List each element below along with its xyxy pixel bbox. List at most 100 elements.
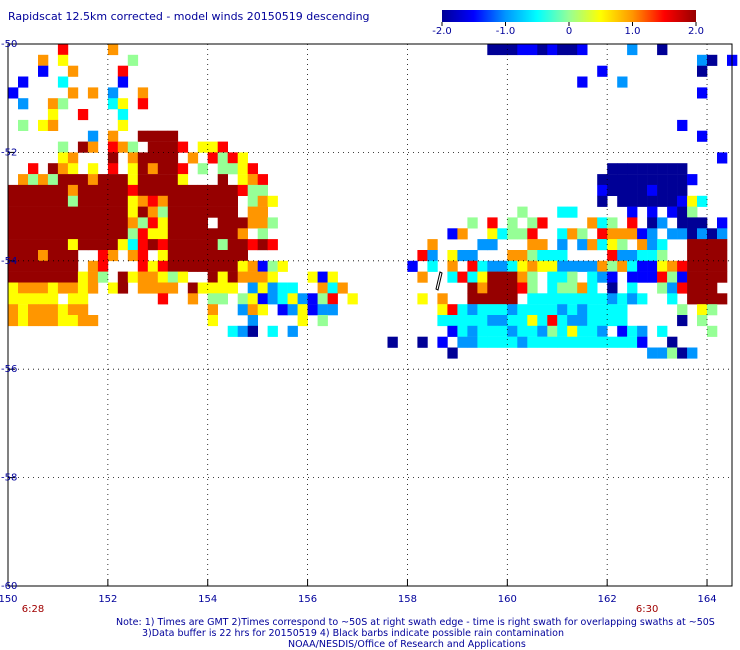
heatmap-cell bbox=[177, 228, 189, 240]
heatmap-cell bbox=[117, 174, 129, 186]
heatmap-cell bbox=[57, 271, 69, 283]
heatmap-cell bbox=[38, 304, 49, 316]
heatmap-cell bbox=[627, 260, 638, 272]
heatmap-cell bbox=[207, 141, 218, 153]
colorbar-tick-label: 2.0 bbox=[688, 26, 704, 37]
heatmap-cell bbox=[627, 336, 638, 348]
heatmap-cell bbox=[237, 293, 248, 305]
heatmap-cell bbox=[447, 228, 458, 240]
heatmap-cell bbox=[557, 260, 568, 272]
heatmap-cell bbox=[28, 271, 39, 283]
heatmap-cell bbox=[707, 304, 718, 316]
heatmap-cell bbox=[87, 315, 99, 327]
heatmap-cell bbox=[267, 260, 278, 272]
heatmap-cell bbox=[257, 206, 268, 218]
heatmap-cell bbox=[197, 206, 208, 218]
heatmap-cell bbox=[537, 217, 548, 229]
heatmap-cell bbox=[207, 271, 218, 283]
heatmap-cell bbox=[47, 260, 59, 272]
heatmap-cell bbox=[407, 260, 418, 272]
heatmap-cell bbox=[547, 315, 558, 327]
heatmap-cell bbox=[527, 271, 538, 283]
heatmap-cell bbox=[647, 184, 658, 196]
heatmap-cell bbox=[107, 163, 119, 175]
heatmap-cell bbox=[517, 315, 528, 327]
heatmap-cell bbox=[237, 304, 248, 316]
heatmap-cell bbox=[467, 325, 478, 337]
heatmap-cell bbox=[77, 282, 89, 294]
heatmap-cell bbox=[8, 282, 19, 294]
heatmap-cell bbox=[557, 206, 568, 218]
heatmap-cell bbox=[607, 250, 618, 262]
heatmap-cell bbox=[147, 152, 159, 164]
heatmap-cell bbox=[67, 271, 79, 283]
heatmap-cell bbox=[47, 195, 59, 207]
heatmap-cell bbox=[677, 260, 688, 272]
heatmap-cell bbox=[597, 271, 608, 283]
heatmap-cell bbox=[507, 325, 518, 337]
heatmap-cell bbox=[107, 282, 119, 294]
heatmap-cell bbox=[607, 304, 618, 316]
heatmap-cell bbox=[237, 250, 248, 262]
heatmap-cell bbox=[57, 195, 69, 207]
heatmap-cell bbox=[557, 239, 568, 251]
heatmap-cell bbox=[577, 239, 588, 251]
heatmap-cell bbox=[697, 260, 708, 272]
heatmap-cell bbox=[607, 228, 618, 240]
heatmap-cell bbox=[587, 282, 598, 294]
heatmap-cell bbox=[147, 184, 159, 196]
heatmap-cell bbox=[77, 271, 89, 283]
heatmap-cell bbox=[227, 325, 238, 337]
heatmap-cell bbox=[207, 293, 218, 305]
heatmap-cell bbox=[547, 282, 558, 294]
heatmap-cell bbox=[627, 217, 638, 229]
heatmap-cell bbox=[97, 260, 109, 272]
heatmap-cell bbox=[557, 325, 568, 337]
heatmap-cell bbox=[677, 206, 688, 218]
heatmap-cell bbox=[8, 228, 19, 240]
heatmap-cell bbox=[447, 260, 458, 272]
heatmap-cell bbox=[77, 109, 89, 121]
heatmap-cell bbox=[157, 260, 169, 272]
heatmap-cell bbox=[547, 271, 558, 283]
heatmap-cell bbox=[217, 271, 228, 283]
heatmap-cell bbox=[487, 282, 498, 294]
heatmap-cell bbox=[717, 239, 728, 251]
heatmap-cell bbox=[637, 325, 648, 337]
heatmap-cell bbox=[177, 260, 189, 272]
heatmap-cell bbox=[677, 163, 688, 175]
heatmap-cell bbox=[687, 239, 698, 251]
heatmap-cell bbox=[457, 250, 468, 262]
heatmap-cell bbox=[227, 217, 238, 229]
heatmap-cell bbox=[627, 174, 638, 186]
heatmap-cell bbox=[657, 44, 668, 56]
heatmap-cell bbox=[57, 54, 69, 66]
heatmap-cell bbox=[67, 239, 79, 251]
x-tick-label: 152 bbox=[98, 594, 117, 605]
heatmap-cell bbox=[457, 228, 468, 240]
heatmap-cell bbox=[627, 195, 638, 207]
heatmap-cell bbox=[497, 260, 508, 272]
heatmap-cell bbox=[447, 325, 458, 337]
heatmap-cell bbox=[597, 195, 608, 207]
heatmap-cell bbox=[717, 152, 728, 164]
heatmap-cell bbox=[287, 304, 298, 316]
heatmap-cell bbox=[707, 325, 718, 337]
heatmap-cell bbox=[257, 174, 268, 186]
heatmap-cell bbox=[57, 250, 69, 262]
heatmap-cell bbox=[477, 271, 488, 283]
heatmap-cell bbox=[18, 260, 29, 272]
heatmap-cell bbox=[647, 260, 658, 272]
heatmap-cell bbox=[197, 260, 208, 272]
heatmap-cell bbox=[637, 239, 648, 251]
heatmap-cell bbox=[667, 260, 678, 272]
heatmap-cell bbox=[487, 217, 498, 229]
heatmap-cell bbox=[227, 282, 238, 294]
heatmap-cell bbox=[28, 163, 39, 175]
heatmap-cell bbox=[147, 130, 159, 142]
heatmap-cell bbox=[107, 250, 119, 262]
heatmap-cell bbox=[427, 250, 438, 262]
heatmap-cell bbox=[637, 271, 648, 283]
heatmap-cell bbox=[507, 293, 518, 305]
